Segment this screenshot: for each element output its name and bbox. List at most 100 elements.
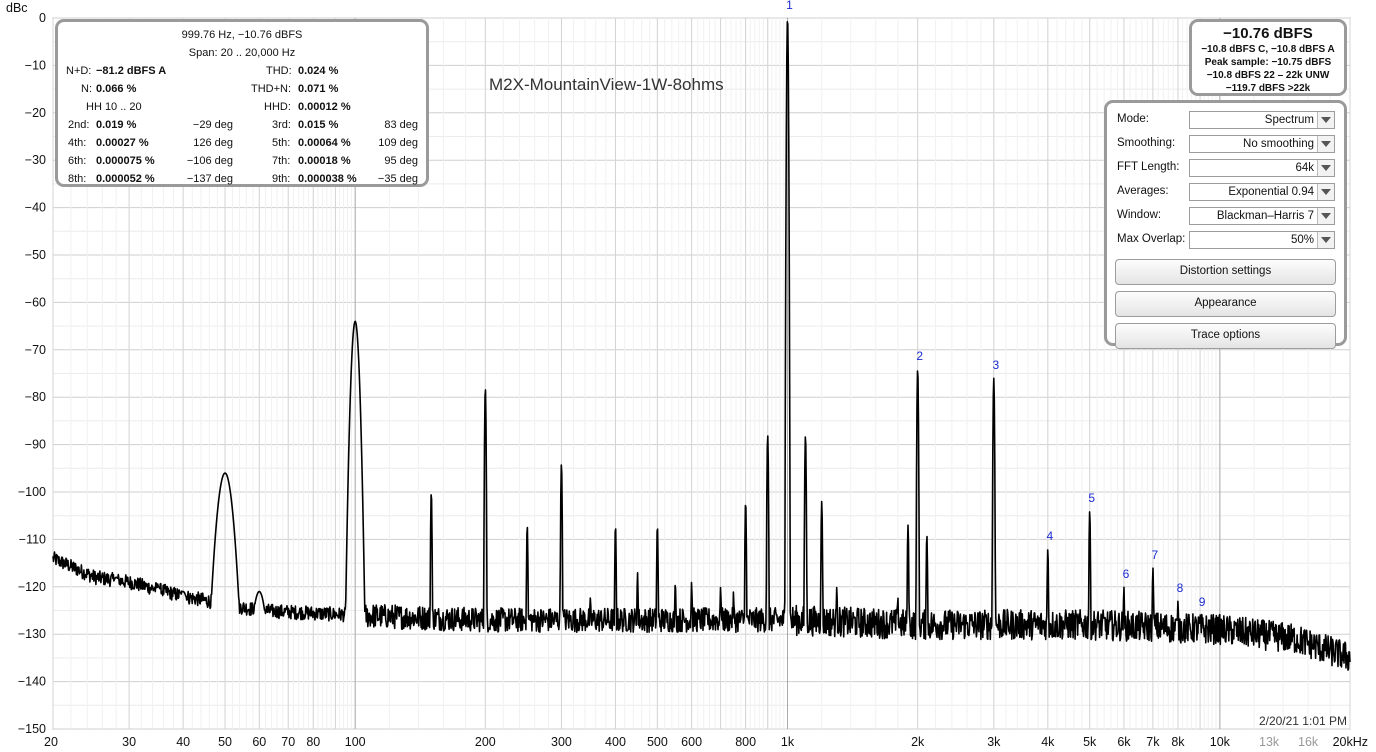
y-tick-label: −70: [25, 343, 46, 357]
max-overlap-row: Max Overlap: 50%: [1115, 229, 1336, 253]
chevron-down-icon: [1317, 184, 1334, 200]
level-unweighted: −10.8 dBFS 22 – 22k UNW: [1206, 70, 1330, 81]
harmonic-marker-label: 2: [916, 349, 923, 363]
x-tick-label: 1k: [781, 735, 795, 749]
x-tick-label: 7k: [1146, 735, 1160, 749]
y-tick-label: −110: [19, 532, 46, 546]
thd-value: 0.024 %: [298, 65, 339, 77]
x-tick-label: 6k: [1117, 735, 1131, 749]
x-tick-label: 200: [475, 735, 496, 749]
y-tick-label: −20: [25, 106, 46, 120]
chevron-down-icon: [1317, 136, 1334, 152]
harmonic-label: 8th:: [68, 173, 87, 185]
mode-select[interactable]: Spectrum: [1189, 111, 1335, 129]
span-readout: Span: 20 .. 20,000 Hz: [188, 47, 296, 59]
y-tick-label: 0: [39, 11, 46, 25]
x-axis-ticks: 20 30 40 50 60 70 80 100 200 300 400 500 600 800 1k 2k 3…: [44, 735, 1368, 749]
fundamental-readout: 999.76 Hz, −10.76 dBFS: [181, 29, 303, 41]
harmonic-label: 4th:: [68, 137, 87, 149]
window-row: Window: Blackman–Harris 7: [1115, 205, 1336, 229]
y-tick-label: −90: [25, 438, 46, 452]
x-tick-label: 16k: [1298, 735, 1319, 749]
chevron-down-icon: [1317, 232, 1334, 248]
smoothing-select[interactable]: No smoothing: [1189, 135, 1335, 153]
mode-label: Mode:: [1117, 113, 1149, 125]
max-overlap-select-value: 50%: [1290, 234, 1314, 246]
window-select[interactable]: Blackman–Harris 7: [1189, 207, 1335, 225]
x-tick-label: 70: [281, 735, 295, 749]
x-tick-label: 30: [122, 735, 136, 749]
harmonic-label: 7th:: [272, 155, 291, 167]
harmonic-marker-label: 6: [1123, 567, 1130, 581]
harmonic-phase: −106 deg: [186, 155, 233, 167]
y-tick-label: −30: [25, 153, 46, 167]
smoothing-select-value: No smoothing: [1243, 138, 1314, 150]
x-tick-label: 13k: [1259, 735, 1280, 749]
hh-label: HH 10 .. 20: [86, 101, 142, 113]
harmonic-value: 0.00027 %: [96, 137, 149, 149]
window-select-value: Blackman–Harris 7: [1216, 210, 1314, 222]
x-tick-label: 100: [345, 735, 366, 749]
harmonic-phase: −35 deg: [377, 173, 418, 185]
averages-label: Averages:: [1117, 185, 1169, 197]
x-tick-label: 8k: [1171, 735, 1185, 749]
x-tick-label: 20kHz: [1333, 735, 1368, 749]
averages-select[interactable]: Exponential 0.94: [1189, 183, 1335, 201]
distortion-settings-button[interactable]: Distortion settings: [1115, 259, 1336, 285]
y-tick-label: −100: [18, 485, 46, 499]
harmonic-label: 6th:: [68, 155, 87, 167]
harmonic-row: 8th: 0.000052 % −137 deg 9th: 0.000038 % −35 …: [66, 170, 418, 188]
x-tick-label: 2k: [911, 735, 925, 749]
x-tick-label: 600: [681, 735, 702, 749]
fft-length-select[interactable]: 64k: [1189, 159, 1335, 177]
max-overlap-select[interactable]: 50%: [1189, 231, 1335, 249]
smoothing-row: Smoothing: No smoothing: [1115, 133, 1336, 157]
y-axis-ticks: 0 −10 −20 −30 −40 −50 −60 −70 −80 −90 −100 −110 −120…: [18, 11, 46, 736]
appearance-button[interactable]: Appearance: [1115, 291, 1336, 317]
harmonic-marker-label: 4: [1046, 529, 1053, 543]
harmonic-phase: −137 deg: [186, 173, 233, 185]
settings-panel: Mode: Spectrum Smoothing: No smoothing F…: [1104, 100, 1347, 349]
fft-length-label: FFT Length:: [1117, 161, 1180, 173]
harmonic-row: 2nd: 0.019 % −29 deg 3rd: 0.015 % 83 deg: [66, 116, 418, 134]
x-tick-label: 400: [605, 735, 626, 749]
x-tick-label: 3k: [987, 735, 1001, 749]
harmonic-row: 6th: 0.000075 % −106 deg 7th: 0.00018 % 95 de…: [66, 152, 418, 170]
n-label: N:: [81, 83, 92, 95]
harmonic-phase: 83 deg: [384, 119, 418, 131]
harmonic-marker-label: 9: [1199, 595, 1206, 609]
x-tick-label: 40: [176, 735, 190, 749]
x-tick-label: 4k: [1041, 735, 1055, 749]
y-tick-label: −80: [25, 390, 46, 404]
chevron-down-icon: [1317, 112, 1334, 128]
x-tick-label: 5k: [1083, 735, 1097, 749]
y-axis-label: dBc: [6, 1, 28, 15]
averages-row: Averages: Exponential 0.94: [1115, 181, 1336, 205]
harmonic-phase: 109 deg: [378, 137, 418, 149]
harmonic-phase: −29 deg: [192, 119, 233, 131]
mode-row: Mode: Spectrum: [1115, 109, 1336, 133]
fft-length-row: FFT Length: 64k: [1115, 157, 1336, 181]
nd-value: −81.2 dBFS A: [96, 65, 167, 77]
level-above-22k: −119.7 dBFS >22k: [1225, 83, 1311, 94]
thd-label: THD:: [266, 65, 292, 77]
trace-options-button[interactable]: Trace options: [1115, 323, 1336, 349]
averages-select-value: Exponential 0.94: [1228, 186, 1314, 198]
harmonic-value: 0.000075 %: [96, 155, 155, 167]
timestamp: 2/20/21 1:01 PM: [1259, 714, 1347, 728]
y-tick-label: −120: [18, 580, 46, 594]
harmonic-value: 0.00018 %: [298, 155, 351, 167]
hhd-label: HHD:: [264, 101, 291, 113]
y-tick-label: −130: [18, 627, 46, 641]
smoothing-label: Smoothing:: [1117, 137, 1176, 149]
y-tick-label: −150: [18, 722, 46, 736]
harmonic-marker-label: 8: [1177, 581, 1184, 595]
nd-label: N+D:: [66, 65, 92, 77]
mode-select-value: Spectrum: [1264, 114, 1314, 126]
harmonic-value: 0.015 %: [298, 119, 339, 131]
harmonic-value: 0.000038 %: [298, 173, 357, 185]
harmonic-label: 5th:: [272, 137, 291, 149]
x-tick-label: 20: [44, 735, 58, 749]
harmonic-value: 0.019 %: [96, 119, 137, 131]
level-main: −10.76 dBFS: [1223, 25, 1313, 42]
